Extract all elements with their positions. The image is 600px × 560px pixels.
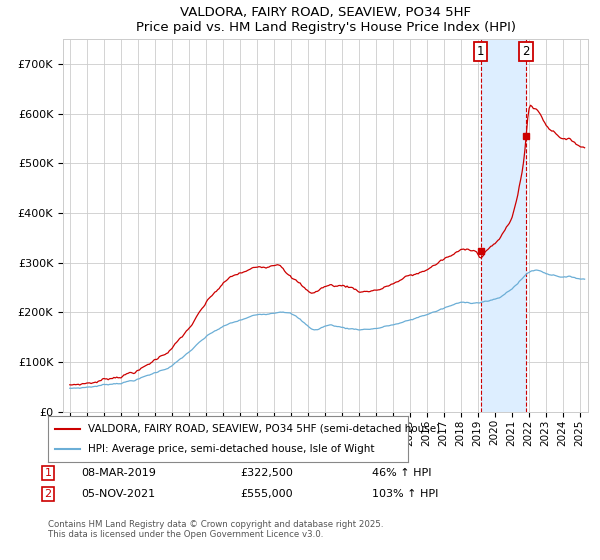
Text: 46% ↑ HPI: 46% ↑ HPI (372, 468, 431, 478)
Text: 2: 2 (522, 45, 530, 58)
Text: Contains HM Land Registry data © Crown copyright and database right 2025.
This d: Contains HM Land Registry data © Crown c… (48, 520, 383, 539)
Text: £322,500: £322,500 (240, 468, 293, 478)
Text: 05-NOV-2021: 05-NOV-2021 (81, 489, 155, 499)
Text: 08-MAR-2019: 08-MAR-2019 (81, 468, 156, 478)
Text: VALDORA, FAIRY ROAD, SEAVIEW, PO34 5HF (semi-detached house): VALDORA, FAIRY ROAD, SEAVIEW, PO34 5HF (… (88, 424, 440, 434)
Text: 2: 2 (44, 489, 52, 499)
Title: VALDORA, FAIRY ROAD, SEAVIEW, PO34 5HF
Price paid vs. HM Land Registry's House P: VALDORA, FAIRY ROAD, SEAVIEW, PO34 5HF P… (136, 6, 515, 34)
Text: £555,000: £555,000 (240, 489, 293, 499)
Text: 1: 1 (44, 468, 52, 478)
Bar (481, 39, 526, 412)
Text: HPI: Average price, semi-detached house, Isle of Wight: HPI: Average price, semi-detached house,… (88, 444, 374, 454)
Text: 103% ↑ HPI: 103% ↑ HPI (372, 489, 439, 499)
Text: 1: 1 (477, 45, 484, 58)
